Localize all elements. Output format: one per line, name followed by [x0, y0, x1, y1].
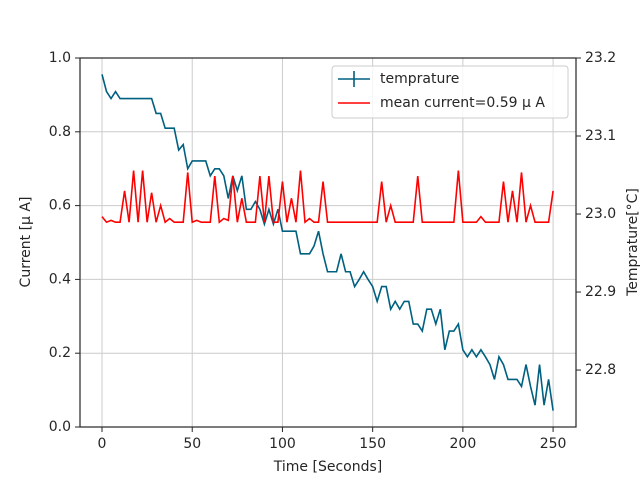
y-tick-label: 0.4 — [49, 271, 71, 287]
y-tick-label: 1.0 — [49, 50, 71, 66]
y-tick-label: 0.6 — [49, 198, 71, 214]
y2-tick-label: 23.0 — [585, 206, 616, 222]
x-tick-label: 200 — [450, 436, 477, 452]
x-tick-label: 100 — [269, 436, 296, 452]
y2-tick-label: 23.1 — [585, 128, 616, 144]
x-tick-label: 0 — [98, 436, 107, 452]
y-tick-label: 0.0 — [49, 419, 71, 435]
plot-frame — [79, 57, 577, 428]
legend-box — [331, 65, 569, 119]
x-axis-label: Time [Seconds] — [273, 459, 382, 475]
y2-tick-label: 22.9 — [585, 284, 616, 300]
x-tick-label: 50 — [183, 436, 201, 452]
x-tick-label: 150 — [359, 436, 386, 452]
data-line — [101, 170, 554, 224]
y-axis-label: Current [μ A] — [18, 197, 34, 288]
y-tick-label: 0.2 — [49, 345, 71, 361]
legend-label: mean current=0.59 μ A — [380, 95, 545, 111]
data-line — [101, 74, 554, 411]
legend-label: temprature — [380, 71, 459, 87]
x-tick-label: 250 — [540, 436, 567, 452]
y-tick-label: 0.8 — [49, 124, 71, 140]
y2-tick-label: 22.8 — [585, 362, 616, 378]
y2-tick-label: 23.2 — [585, 50, 616, 66]
y2-axis-label: Temprature[°C] — [625, 188, 640, 297]
